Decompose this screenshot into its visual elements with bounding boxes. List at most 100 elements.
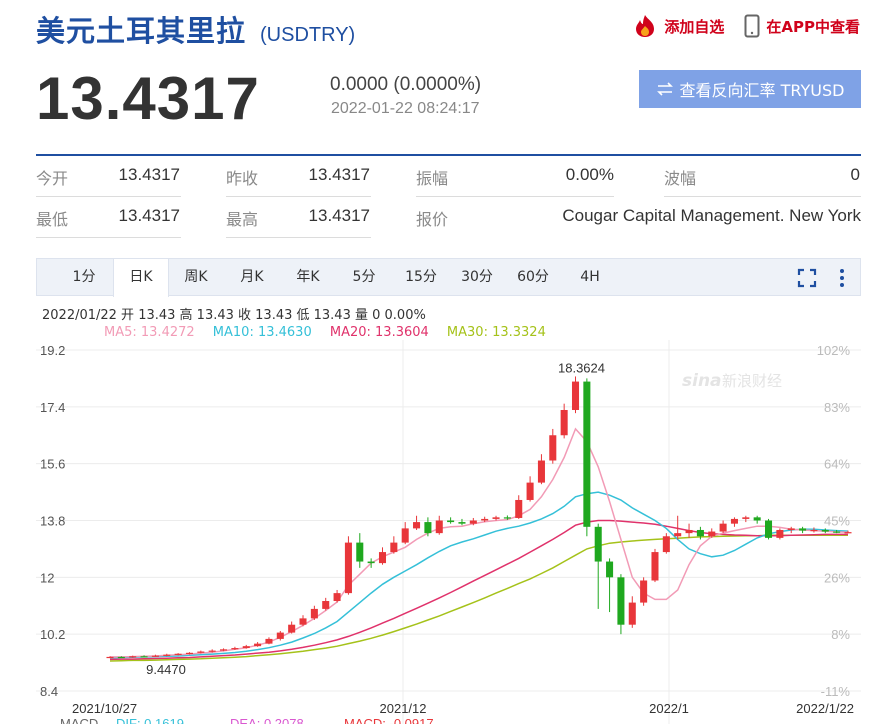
candle-body	[742, 517, 750, 519]
macd-label: DEA: 0.2078	[230, 716, 304, 724]
svg-text:sina: sina	[682, 371, 722, 391]
right-tick-label: 45%	[824, 514, 850, 529]
candles	[106, 376, 852, 659]
right-tick-label: 26%	[824, 570, 850, 585]
open-in-app-button[interactable]: 在APP中查看	[744, 14, 860, 38]
quote-source-label: 报价	[416, 210, 449, 229]
prev-close-label: 昨收	[226, 169, 259, 188]
tab-60min[interactable]: 60分	[517, 269, 549, 285]
candle-body	[390, 542, 398, 553]
candle-body	[708, 531, 716, 537]
ohlc-info: 2022/01/22 开 13.43 高 13.43 收 13.43 低 13.…	[42, 308, 426, 323]
candle-body	[753, 517, 761, 521]
candle-body	[696, 529, 704, 537]
candlestick-chart[interactable]: sina 新浪财经 19.2 17.4 15.6 13.8 12 10.2 8.4 102% 8…	[0, 340, 870, 724]
candle-body	[549, 435, 557, 461]
candle-body	[174, 653, 182, 655]
low-annotation: 9.4470	[146, 662, 186, 677]
volatility-value: 0	[850, 165, 860, 184]
instrument-name: 美元土耳其里拉	[36, 14, 247, 48]
ma20-legend: MA20: 13.3604	[329, 325, 429, 340]
header-actions: 添加自选 在APP中查看	[632, 14, 860, 38]
candle-body	[594, 526, 602, 562]
add-watchlist-label: 添加自选	[664, 17, 725, 36]
macd-label: MACD	[60, 716, 98, 724]
candle-body	[106, 656, 114, 659]
candle-body	[787, 528, 795, 530]
quote-timestamp: 2022-01-22 08:24:17	[331, 100, 480, 117]
macd-label: MACD: -0.0917	[344, 716, 434, 724]
candle-body	[265, 638, 273, 644]
moving-average-lines	[109, 427, 849, 662]
prev-close-value: 13.4317	[308, 165, 370, 184]
stats-row-divider	[664, 196, 861, 197]
high-annotation: 18.3624	[558, 360, 605, 375]
volatility-label: 波幅	[664, 169, 697, 188]
x-tick-label: 2021/10/27	[72, 701, 137, 716]
candle-body	[310, 608, 318, 619]
candle-body	[208, 650, 216, 652]
stats-row-divider	[226, 196, 371, 197]
candle-body	[413, 522, 421, 529]
right-tick-label: 102%	[817, 343, 851, 358]
y-tick-label: 10.2	[40, 627, 65, 642]
stats-row-divider	[36, 196, 181, 197]
stats-row-divider	[226, 237, 371, 238]
candle-body	[378, 552, 387, 564]
y-tick-label: 13.8	[40, 514, 65, 529]
candle-body	[299, 618, 307, 625]
tab-weekly-k[interactable]: 周K	[184, 269, 208, 285]
tab-4h[interactable]: 4H	[580, 269, 600, 285]
add-watchlist-button[interactable]: 添加自选	[632, 14, 724, 38]
right-tick-label: 64%	[824, 457, 850, 472]
svg-text:新浪财经: 新浪财经	[722, 372, 782, 390]
candle-body	[662, 536, 670, 553]
candle-body	[276, 632, 284, 639]
more-options-icon[interactable]	[835, 268, 849, 288]
open-value: 13.4317	[118, 165, 180, 184]
right-tick-label: -11%	[821, 684, 851, 699]
stats-row-divider	[416, 196, 614, 197]
candle-body	[640, 580, 648, 603]
y-tick-label: 12	[40, 570, 54, 585]
candle-body	[197, 651, 205, 653]
candle-body	[129, 656, 137, 658]
chart-annotations: 18.3624 9.4470	[146, 360, 605, 677]
candle-body	[322, 601, 330, 609]
tab-daily-k[interactable]: 日K	[113, 259, 169, 297]
tab-30min[interactable]: 30分	[461, 269, 493, 285]
x-tick-label: 2022/1	[649, 701, 689, 716]
y-tick-label: 19.2	[40, 343, 65, 358]
low-label: 最低	[36, 210, 69, 229]
candle-body	[628, 602, 636, 625]
candle-body	[810, 529, 818, 532]
candle-body	[469, 520, 477, 524]
y-tick-label: 15.6	[40, 457, 65, 472]
price-change: 0.0000 (0.0000%)	[330, 74, 482, 95]
tab-monthly-k[interactable]: 月K	[240, 269, 264, 285]
candle-body	[617, 577, 625, 625]
macd-label: DIF: 0.1619	[116, 716, 184, 724]
tab-15min[interactable]: 15分	[405, 269, 437, 285]
candle-body	[730, 518, 738, 524]
y-tick-label: 17.4	[40, 400, 65, 415]
candle-body	[583, 381, 591, 527]
candle-body	[719, 523, 727, 532]
instrument-code: (USDTRY)	[260, 24, 356, 46]
period-tabs: 1分 日K 周K 月K 年K 5分 15分 30分 60分 4H	[36, 258, 861, 297]
tab-1min[interactable]: 1分	[72, 269, 96, 285]
ma5-line	[110, 427, 849, 658]
candle-body	[481, 518, 489, 521]
reverse-rate-button[interactable]: 查看反向汇率 TRYUSD	[639, 70, 861, 108]
candle-body	[515, 499, 523, 518]
tab-yearly-k[interactable]: 年K	[296, 269, 320, 285]
candle-body	[833, 531, 841, 533]
candle-body	[776, 529, 784, 538]
current-price: 13.4317	[36, 65, 260, 132]
candle-body	[537, 460, 545, 483]
right-tick-label: 83%	[824, 400, 850, 415]
x-tick-label: 2021/12	[380, 701, 427, 716]
tab-5min[interactable]: 5分	[352, 269, 376, 285]
candle-body	[458, 522, 466, 524]
fullscreen-icon[interactable]	[797, 268, 817, 288]
